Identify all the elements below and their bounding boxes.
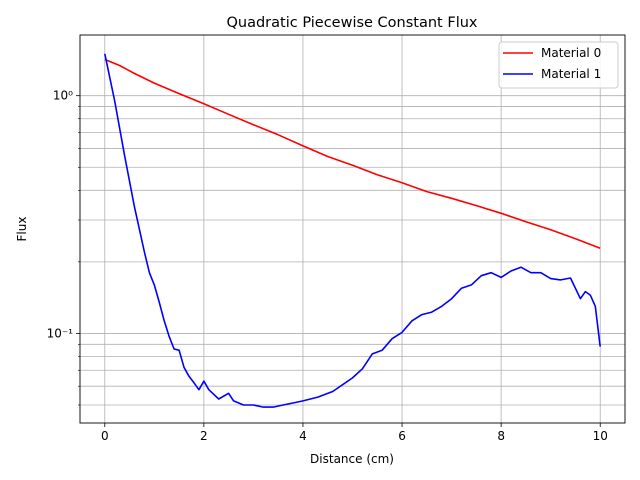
y-tick-label: 10⁻¹ [47,326,74,340]
x-axis-label: Distance (cm) [310,452,394,466]
x-tick-label: 8 [497,429,505,443]
x-tick-label: 6 [398,429,406,443]
series-line-material-1 [104,53,601,408]
plot-frame [79,34,626,424]
legend-label-material-0: Material 0 [541,46,601,60]
chart-title: Quadratic Piecewise Constant Flux [226,15,477,31]
axis-ticks: 0 2 4 6 8 10 10⁻¹ 10⁰ [47,89,608,443]
grid [80,35,625,423]
legend-label-material-1: Material 1 [541,67,601,81]
y-axis-label: Flux [15,217,29,242]
series-lines [104,53,601,408]
y-tick-label: 10⁰ [53,89,73,103]
series-line-material-0 [104,58,601,250]
x-tick-label: 0 [101,429,109,443]
legend: Material 0 Material 1 [498,41,619,89]
x-tick-label: 10 [593,429,608,443]
x-tick-label: 4 [299,429,307,443]
x-tick-label: 2 [200,429,208,443]
